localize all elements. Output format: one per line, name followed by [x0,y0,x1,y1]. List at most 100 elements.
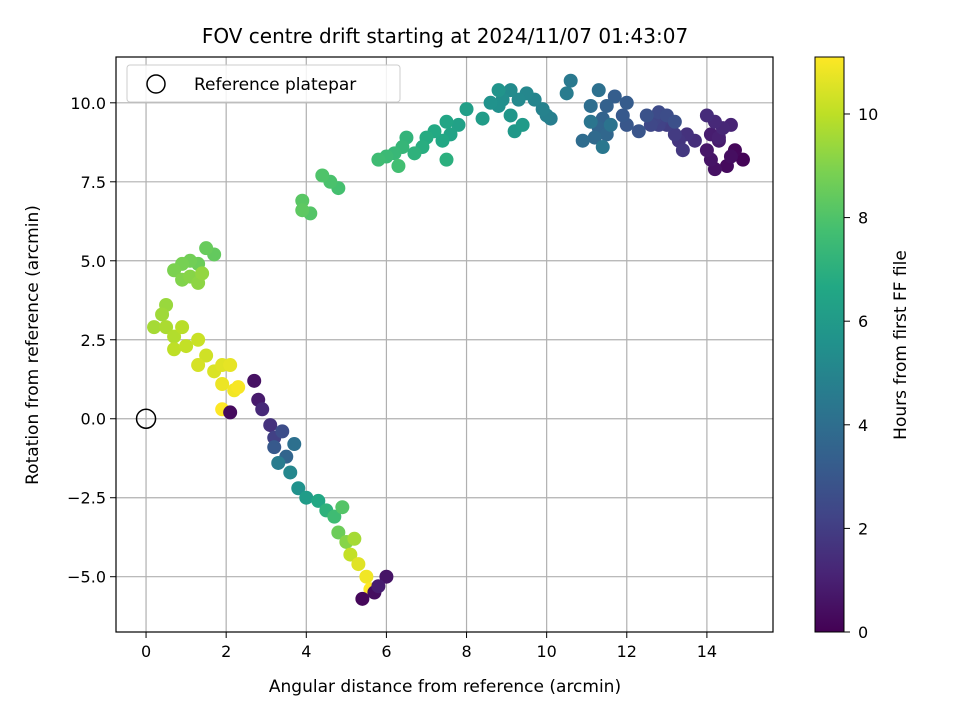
data-point [311,493,326,508]
data-point [327,509,342,524]
x-tick-label: 2 [221,642,231,661]
data-point [595,140,610,155]
legend-marker-open-circle [146,74,166,94]
colorbar-label: Hours from first FF file [891,250,911,440]
legend-entry-label: Reference platepar [194,75,356,95]
colorbar: 0 2 4 6 8 10 Hours from first FF file [814,56,911,642]
data-point [619,95,634,110]
x-tick-label: 6 [381,642,391,661]
data-point [175,320,190,335]
data-point [191,332,206,347]
data-point [699,108,714,123]
y-tick-label: 7.5 [81,173,106,192]
data-point [343,547,358,562]
colorbar-gradient [814,56,845,633]
data-point [503,83,518,98]
data-point [667,114,682,129]
colorbar-ticks: 0 2 4 6 8 10 [844,105,878,642]
data-point [167,342,182,357]
data-point [199,241,214,256]
data-points [135,73,750,606]
data-point [563,73,578,88]
x-tick-label: 14 [697,642,717,661]
colorbar-tick-label: 10 [858,105,878,124]
data-point [223,405,238,420]
data-point [271,455,286,470]
data-point [191,358,206,373]
data-point [607,89,622,104]
x-tick-label: 12 [617,642,637,661]
data-point [603,117,618,132]
data-point [435,133,450,148]
data-point [599,98,614,113]
data-point [591,83,606,98]
data-point [215,376,230,391]
data-point [631,124,646,139]
y-tick-label: 5.0 [81,252,106,271]
data-point [515,117,530,132]
legend-box [126,64,401,103]
data-point [439,114,454,129]
data-point [723,149,738,164]
data-point [287,437,302,452]
data-point [351,557,366,572]
data-point [199,348,214,363]
data-point [159,320,174,335]
data-point [391,158,406,173]
data-point [439,152,454,167]
x-tick-label: 0 [141,642,151,661]
data-point [223,358,238,373]
data-point [179,339,194,354]
data-point [407,146,422,161]
data-point [587,130,602,145]
data-point [583,98,598,113]
data-point [667,127,682,142]
data-point [491,83,506,98]
data-point [511,92,526,107]
colorbar-tick-label: 8 [858,209,868,228]
data-point [355,591,370,606]
x-axis-label: Angular distance from reference (arcmin) [269,677,621,697]
data-point [263,418,278,433]
y-tick-label: 2.5 [81,331,106,350]
y-tick-label: 0.0 [81,410,106,429]
data-point [459,102,474,117]
data-point [559,86,574,101]
colorbar-tick-label: 6 [858,312,868,331]
data-point [371,152,386,167]
plot-frame [115,56,774,633]
data-point [231,380,246,395]
x-tick-label: 8 [461,642,471,661]
data-point [267,440,282,455]
data-point [359,569,374,584]
colorbar-tick-label: 4 [858,416,868,435]
data-point [155,307,170,322]
data-point [195,266,210,281]
data-point [451,117,466,132]
x-tick-label: 4 [301,642,311,661]
y-tick-label: −5.0 [67,568,106,587]
data-point [275,424,290,439]
data-point [575,133,590,148]
data-point [331,525,346,540]
chart-title: FOV centre drift starting at 2024/11/07 … [202,24,688,48]
data-point [315,168,330,183]
data-point [475,111,490,126]
data-point [167,263,182,278]
data-point [583,114,598,129]
data-point [255,402,270,417]
legend: Reference platepar [126,64,401,103]
axis-ticks: 0 2 4 6 8 10 12 14 −5.0 −2.5 0.0 2.5 5.0 7.5 10.0 [67,94,717,661]
data-point [483,95,498,110]
data-point [147,320,162,335]
data-point [167,329,182,344]
data-point [371,579,386,594]
data-point [335,500,350,515]
data-point [295,203,310,218]
y-tick-label: 10.0 [70,94,106,113]
data-point [247,373,262,388]
colorbar-tick-label: 2 [858,519,868,538]
data-point [675,143,690,158]
colorbar-tick-label: 0 [858,623,868,642]
